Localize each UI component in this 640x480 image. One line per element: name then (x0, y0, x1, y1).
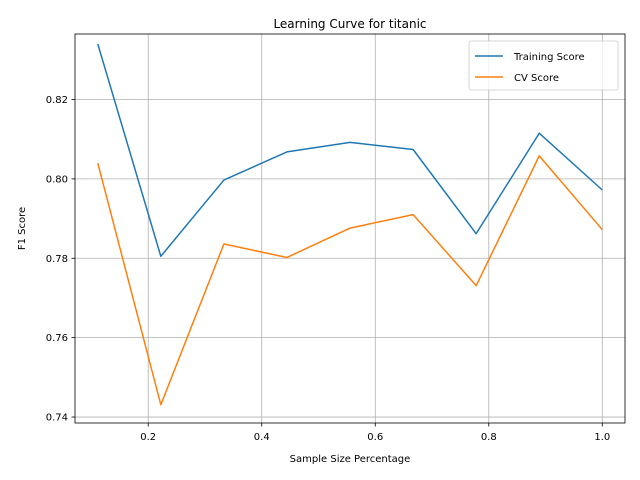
series-line-cv-score (97, 155, 603, 406)
series-lines (97, 43, 603, 406)
x-axis-label: Sample Size Percentage (290, 454, 411, 465)
legend-box (468, 40, 619, 91)
y-tick-label: 0.80 (46, 174, 68, 185)
x-tick-label: 0.8 (481, 432, 497, 443)
x-axis-ticks: 0.2 0.4 0.6 0.8 1.0 (140, 423, 610, 443)
y-tick-label: 0.74 (46, 413, 68, 424)
y-tick-label: 0.76 (46, 333, 68, 344)
chart-title: Learning Curve for titanic (273, 17, 426, 31)
plot-frame (74, 33, 626, 424)
x-tick-label: 0.4 (254, 432, 270, 443)
y-axis-ticks: 0.74 0.76 0.78 0.80 0.82 (46, 95, 75, 424)
x-tick-label: 1.0 (594, 432, 610, 443)
x-tick-label: 0.6 (367, 432, 383, 443)
grid (75, 34, 625, 423)
x-tick-label: 0.2 (140, 432, 156, 443)
y-tick-label: 0.82 (46, 95, 68, 106)
legend-label: Training Score (513, 52, 585, 63)
legend-label: CV Score (514, 73, 559, 84)
series-line-training-score (97, 43, 603, 258)
y-axis-label: F1 Score (17, 207, 28, 250)
legend: Training Score CV Score (468, 40, 619, 91)
y-tick-label: 0.78 (46, 254, 68, 265)
